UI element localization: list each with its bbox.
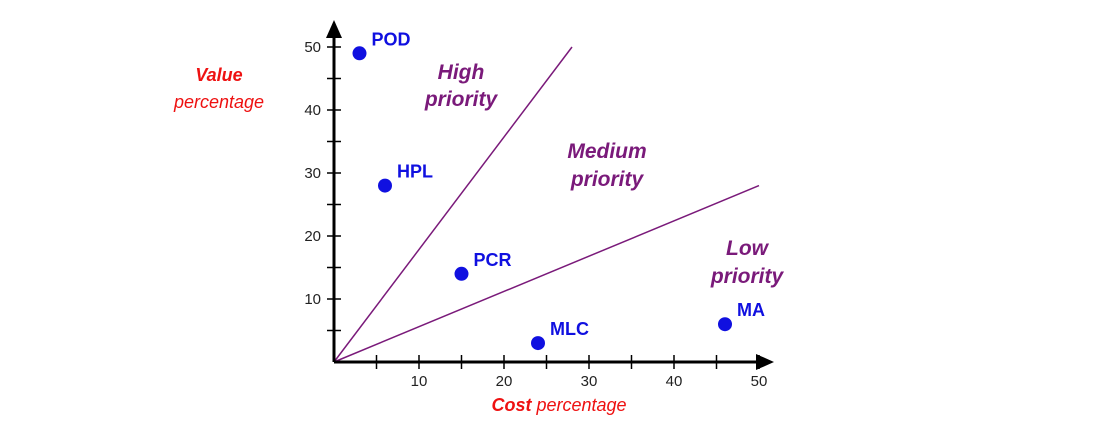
x-tick-label: 40 [666,373,683,390]
y-axis-title-rest: percentage [173,92,264,112]
axis-ticks [327,46,760,369]
point-label-hpl: HPL [397,162,433,182]
x-tick-label: 30 [581,373,598,390]
zone-high-line2: priority [424,88,499,111]
point-label-pcr: PCR [474,250,512,270]
x-tick-label: 50 [751,373,768,390]
x-tick-label: 10 [411,373,428,390]
point-pcr [454,266,469,281]
x-axis-title: Cost percentage [491,395,626,415]
y-tick-label: 10 [304,291,321,308]
data-points [352,46,732,351]
point-label-ma: MA [737,300,765,320]
y-tick-label: 50 [304,39,321,56]
y-axis-title-bold: Value [195,65,242,85]
y-axis-arrow-icon [326,20,342,38]
point-label-pod: POD [372,29,411,49]
divider-line-1 [333,46,573,363]
zone-low-line1: Low [726,237,770,260]
x-axis-title-rest: percentage [535,395,626,415]
zone-high-line1: High [438,61,485,84]
x-axis-title-text: Cost percentage [491,395,626,415]
tick-labels: 10 20 30 40 50 10 20 30 40 50 [304,39,767,390]
point-label-mlc: MLC [550,319,589,339]
x-axis-title-bold: Cost [491,395,532,415]
point-pod [352,46,367,61]
point-ma [718,317,732,332]
y-tick-label: 30 [304,165,321,182]
y-tick-label: 20 [304,228,321,245]
zone-labels: High priority Medium priority Low priori… [424,61,785,288]
x-tick-label: 20 [496,373,513,390]
point-labels: POD HPL PCR MLC MA [372,29,766,339]
x-axis-arrow-icon [756,354,774,370]
point-mlc [531,336,545,351]
point-hpl [378,178,392,193]
zone-low-line2: priority [710,265,785,288]
y-tick-label: 40 [304,102,321,119]
zone-medium-line1: Medium [567,140,646,163]
zone-medium-line2: priority [570,168,645,191]
y-axis-title: Value percentage [173,65,264,112]
divider-lines [333,46,760,363]
divider-line-2 [333,184,760,363]
axes [326,20,774,370]
